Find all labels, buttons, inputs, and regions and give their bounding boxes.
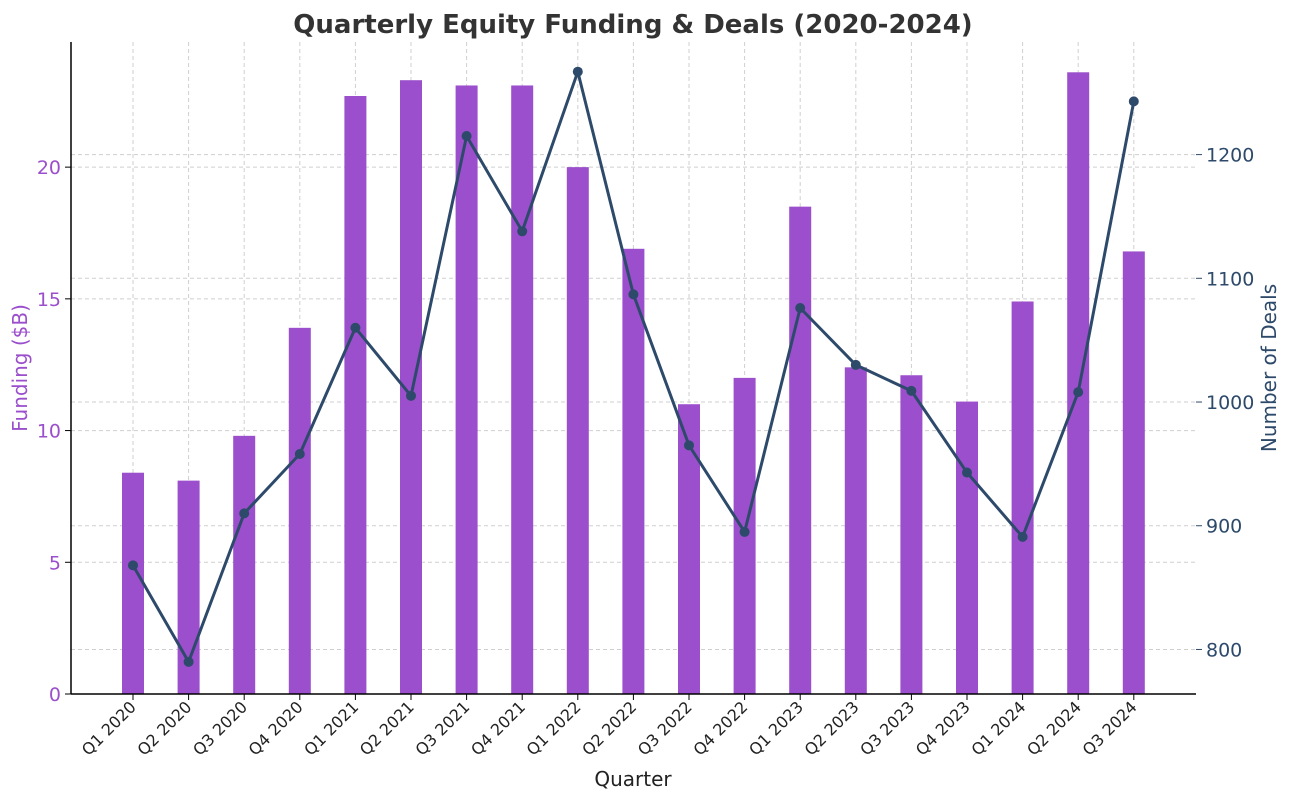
deals-point — [350, 322, 361, 333]
funding-bar — [1122, 251, 1145, 694]
deals-point — [128, 560, 138, 571]
funding-bar — [233, 435, 256, 694]
funding-bar — [789, 206, 812, 694]
x-tick-label: Q1 2024 — [968, 697, 1030, 759]
deals-point — [1073, 387, 1084, 398]
deals-point — [795, 302, 806, 313]
y-left-tick-label: 0 — [49, 684, 61, 706]
x-tick-label: Q4 2021 — [467, 697, 529, 759]
deals-point — [628, 289, 639, 300]
deals-point — [294, 448, 305, 459]
y-left-tick-label: 5 — [49, 552, 61, 574]
funding-bar — [122, 472, 144, 694]
y-axis-right-label: Number of Deals — [1257, 284, 1281, 452]
deals-point — [906, 385, 917, 396]
x-tick-label: Q3 2021 — [412, 697, 474, 759]
funding-bar — [956, 401, 978, 694]
x-tick-label: Q2 2020 — [134, 697, 196, 759]
y-left-tick-label: 20 — [37, 157, 61, 179]
funding-bar — [177, 480, 200, 694]
deals-point — [850, 359, 861, 370]
deals-point — [461, 131, 472, 142]
deals-point — [239, 508, 250, 519]
x-tick-label: Q3 2022 — [634, 697, 696, 759]
x-tick-label: Q4 2020 — [245, 697, 307, 759]
x-tick-label: Q1 2021 — [300, 697, 362, 759]
funding-bar — [900, 375, 923, 694]
x-tick-label: Q2 2023 — [801, 697, 863, 759]
y-left-tick-label: 15 — [37, 289, 61, 311]
x-tick-label: Q4 2023 — [912, 697, 974, 759]
funding-bar — [511, 85, 534, 694]
chart-title: Quarterly Equity Funding & Deals (2020-2… — [293, 10, 972, 40]
x-tick-label: Q3 2023 — [856, 697, 918, 759]
x-tick-label: Q4 2022 — [690, 697, 752, 759]
deals-point — [517, 226, 528, 237]
y-right-tick-label: 900 — [1206, 516, 1242, 538]
y-axis-left-label: Funding ($B) — [8, 304, 32, 432]
funding-bar — [344, 96, 367, 695]
deals-line — [128, 66, 1139, 667]
x-tick-label: Q1 2022 — [523, 697, 585, 759]
x-tick-label: Q2 2021 — [356, 697, 418, 759]
deals-point — [1017, 531, 1028, 542]
x-tick-label: Q3 2024 — [1079, 697, 1141, 759]
bars — [122, 72, 1145, 695]
funding-bar — [1011, 301, 1034, 694]
y-right-tick-label: 800 — [1206, 639, 1242, 661]
y-right-tick-label: 1200 — [1206, 145, 1254, 167]
x-tick-label: Q3 2020 — [189, 697, 251, 759]
deals-point — [572, 66, 583, 77]
funding-bar — [288, 327, 311, 694]
x-axis-label: Quarter — [594, 767, 672, 791]
x-tick-label: Q1 2020 — [78, 697, 140, 759]
x-tick-label: Q2 2022 — [578, 697, 640, 759]
funding-bar — [844, 367, 867, 694]
funding-bar — [566, 167, 589, 694]
deals-point — [406, 390, 416, 401]
y-left-tick-label: 10 — [37, 421, 61, 443]
deals-point — [1128, 96, 1139, 107]
x-tick-label: Q2 2024 — [1023, 697, 1085, 759]
funding-bar — [1067, 72, 1090, 695]
x-tick-label: Q1 2023 — [745, 697, 807, 759]
deals-point — [739, 526, 750, 537]
y-right-tick-label: 1100 — [1206, 268, 1254, 290]
funding-bar — [455, 85, 478, 694]
deals-point — [962, 467, 972, 478]
deals-point — [183, 656, 194, 667]
funding-bar — [622, 248, 645, 694]
deals-point — [684, 440, 694, 451]
funding-bar — [400, 80, 422, 694]
y-right-tick-label: 1000 — [1206, 392, 1254, 414]
funding-bar — [678, 404, 700, 694]
